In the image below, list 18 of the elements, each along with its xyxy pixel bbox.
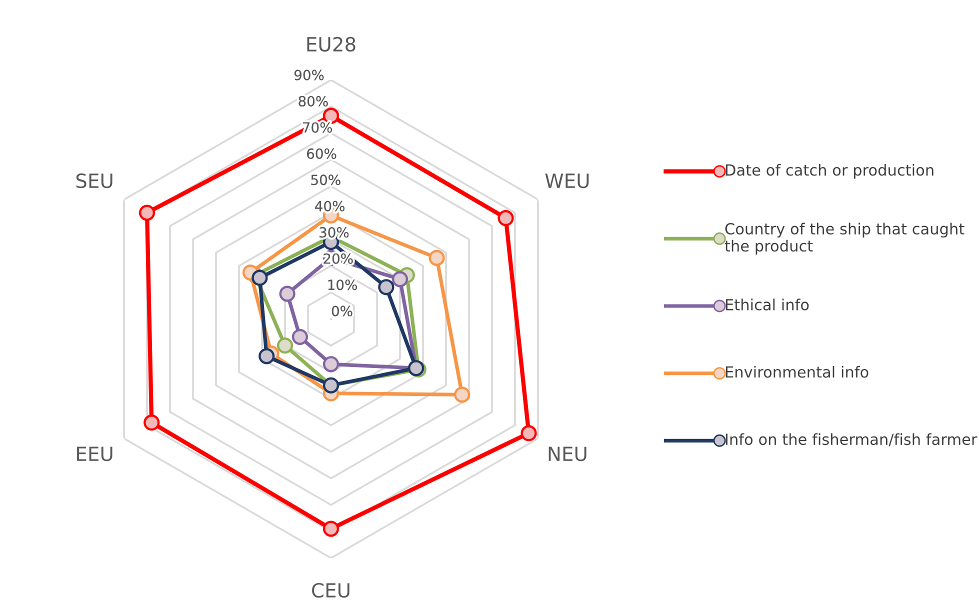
legend-label: Ethical info [726,298,809,310]
y-tick-label: 0% [332,306,352,316]
legend-label: Info on the fisherman/fish farmer [726,433,978,446]
y-tick-label: 50% [311,174,340,186]
y-tick-label: 60% [307,148,336,159]
spoke-label: SEU [76,173,112,188]
spoke-label: EU28 [307,36,356,52]
y-tick-label: 10% [328,280,357,290]
spoke-label: NEU [548,446,586,462]
spoke-label: CEU [312,582,350,598]
legend-label: Country of the ship that caught the product [724,222,964,255]
legend-label: Environmental info [726,366,868,378]
spoke-label: WEU [545,174,589,188]
y-tick-label: 90% [294,70,324,80]
spoke-label: EEU [77,446,112,462]
legend-label: Date of catch or production [726,164,934,179]
y-tick-label: 80% [298,96,328,106]
y-tick-label: 40% [315,200,344,212]
